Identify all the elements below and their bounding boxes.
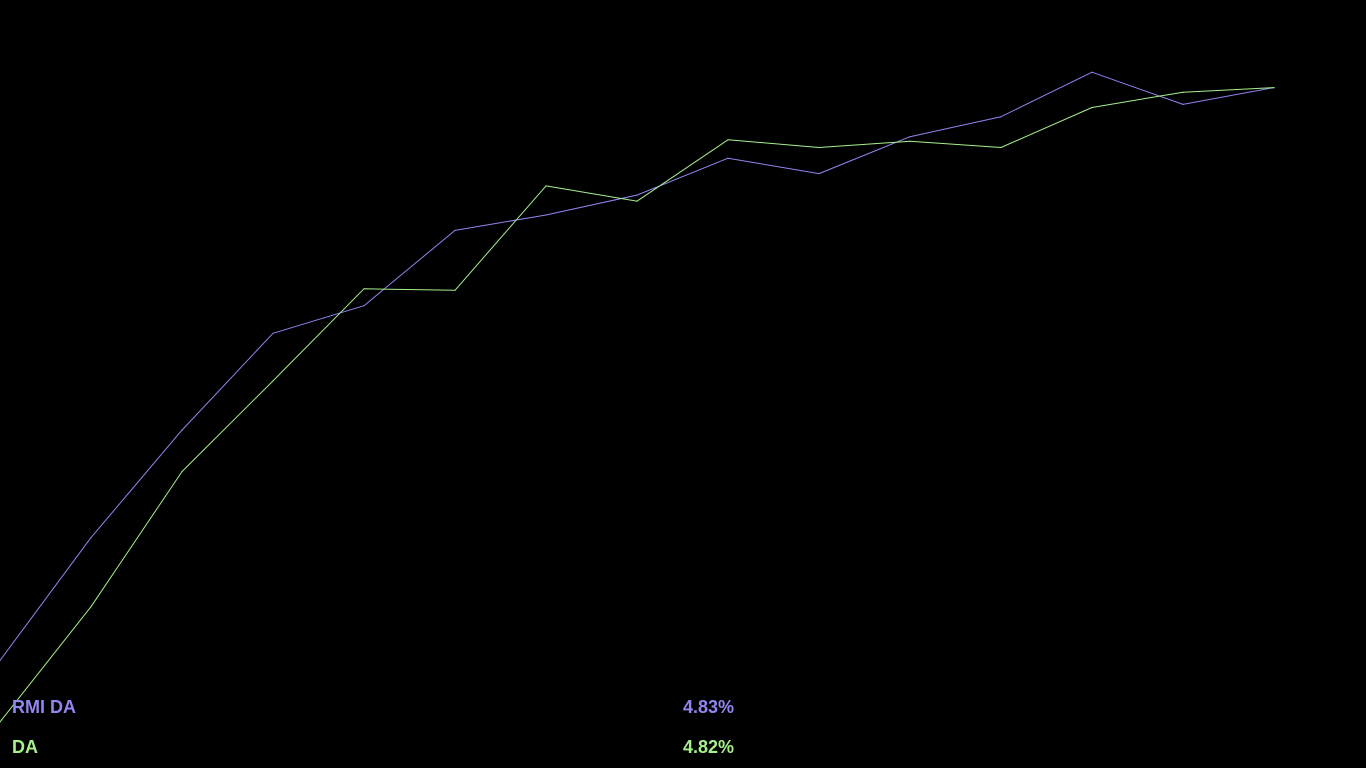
data-point-da	[181, 471, 183, 473]
data-point-da	[727, 139, 729, 141]
data-point-rmi-da	[1000, 116, 1002, 118]
data-point-rmi-da	[818, 173, 820, 175]
data-point-da	[363, 288, 365, 290]
legend-label-rmi-da: RMI DA	[12, 697, 76, 717]
data-point-rmi-da	[545, 214, 547, 216]
data-point-da	[1273, 87, 1275, 89]
data-point-rmi-da	[636, 194, 638, 196]
data-point-rmi-da	[1091, 71, 1093, 73]
data-point-rmi-da	[727, 157, 729, 159]
data-point-rmi-da	[1182, 103, 1184, 105]
legend-entry-rmi-da: RMI DA 4.83%	[12, 695, 772, 719]
legend-value-rmi-da: 4.83%	[683, 697, 735, 717]
data-point-da	[1091, 106, 1093, 109]
data-point-da	[818, 146, 820, 149]
legend-value-da: 4.82%	[683, 737, 735, 757]
data-point-rmi-da	[272, 332, 274, 334]
legend-entry-da: DA 4.82%	[12, 735, 772, 759]
series-line-da	[0, 87, 1275, 723]
data-point-da	[1000, 146, 1002, 149]
data-point-da	[636, 200, 638, 202]
data-point-rmi-da	[363, 305, 365, 307]
data-point-da	[909, 140, 911, 142]
data-point-rmi-da	[90, 537, 92, 539]
data-point-da	[90, 606, 92, 608]
data-point-da	[272, 380, 274, 382]
data-point-da	[545, 185, 547, 187]
data-point-rmi-da	[909, 136, 911, 138]
data-point-da	[0, 721, 1, 723]
data-point-rmi-da	[454, 229, 456, 231]
data-point-da	[1182, 91, 1184, 93]
series-line-rmi-da	[0, 71, 1275, 661]
data-point-rmi-da	[0, 659, 1, 662]
data-point-rmi-da	[181, 429, 183, 431]
legend-label-da: DA	[12, 737, 38, 757]
data-point-da	[454, 289, 456, 291]
